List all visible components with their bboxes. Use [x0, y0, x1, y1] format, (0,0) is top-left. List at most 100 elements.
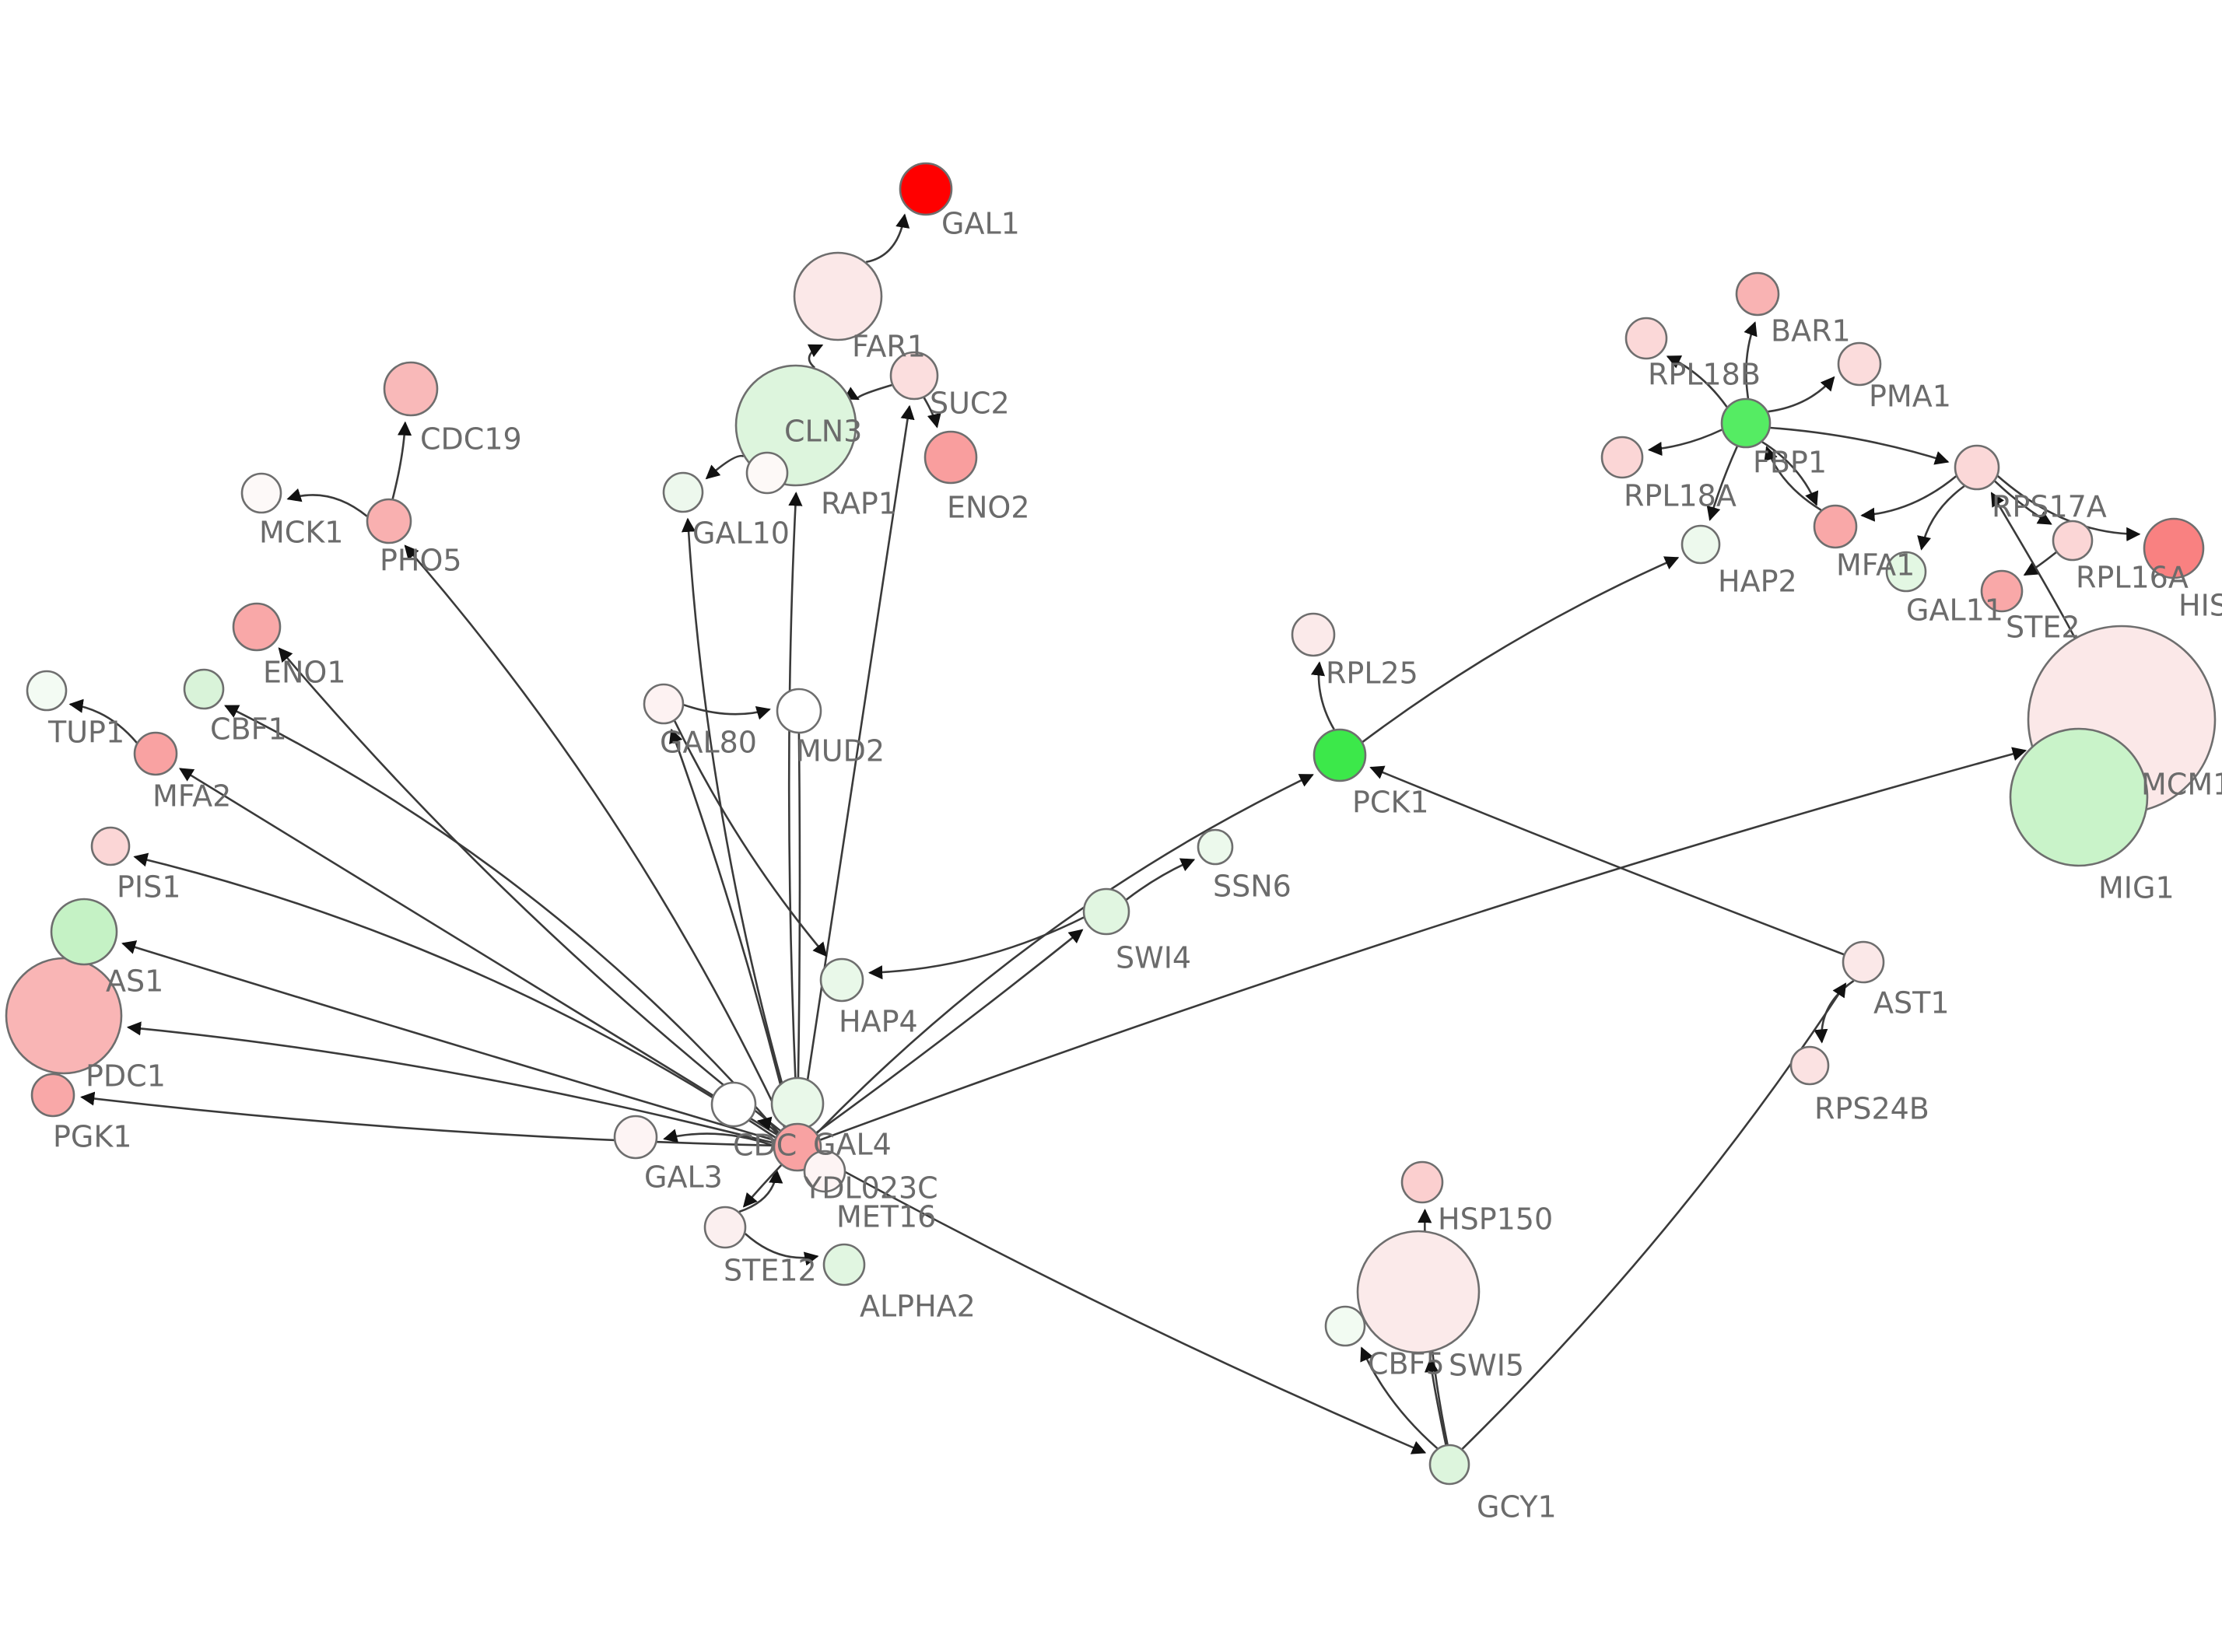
node-ssn6[interactable] — [1197, 828, 1234, 866]
node-label-his4: HIS4 — [2178, 589, 2222, 623]
edge-gal4-to-gal80 — [669, 728, 792, 1125]
edge-pho5-to-mck1 — [286, 488, 368, 517]
node-label-cln3: CLN3 — [784, 415, 862, 449]
node-label-alpha2: ALPHA2 — [860, 1290, 976, 1324]
node-gal11[interactable] — [1885, 551, 1927, 593]
node-pgk1[interactable] — [30, 1073, 75, 1118]
node-cbf1[interactable] — [183, 668, 225, 710]
node-label-pho5: PHO5 — [380, 544, 462, 578]
node-label-gas1: AS1 — [106, 964, 163, 999]
edge-gal4-to-cln3 — [787, 492, 803, 1124]
node-rpl18b[interactable] — [1624, 317, 1668, 360]
node-mig1[interactable] — [2009, 727, 2149, 867]
node-rps24b[interactable] — [1789, 1045, 1830, 1086]
node-label-rpl16a: RPL16A — [2076, 561, 2189, 595]
node-his4[interactable] — [2143, 517, 2205, 579]
edge-gcy1-to-cbf5 — [1360, 1346, 1439, 1450]
node-label-hap4: HAP4 — [839, 1005, 918, 1039]
edge-gal4-to-swi4 — [815, 929, 1084, 1134]
node-pma1[interactable] — [1837, 341, 1882, 387]
node-swi5[interactable] — [1356, 1230, 1481, 1354]
node-label-tup1: TUP1 — [47, 716, 124, 750]
edge-gal4-to-mcm1 — [820, 747, 2027, 1141]
node-gal3[interactable] — [613, 1115, 658, 1160]
node-label-rpl25: RPL25 — [1326, 656, 1418, 691]
node-gal10[interactable] — [662, 471, 704, 513]
node-eno1[interactable] — [232, 602, 282, 652]
node-rpl16a[interactable] — [2052, 520, 2094, 562]
node-alpha2[interactable] — [822, 1243, 866, 1286]
node-cdc[interactable] — [710, 1081, 757, 1128]
node-label-bar1: BAR1 — [1771, 314, 1851, 348]
node-pho5[interactable] — [366, 498, 412, 544]
node-suc2[interactable] — [889, 351, 939, 401]
node-hsp150[interactable] — [1400, 1160, 1444, 1204]
edge-rps17a-to-his4 — [1996, 475, 2141, 541]
node-far1[interactable] — [793, 251, 883, 341]
node-swi4[interactable] — [1082, 887, 1130, 936]
node-mfa1[interactable] — [1813, 504, 1858, 549]
node-gal80[interactable] — [643, 683, 685, 725]
node-pis1[interactable] — [90, 826, 131, 866]
node-label-swi5: SWI5 — [1449, 1349, 1524, 1383]
node-label-mck1: MCK1 — [259, 516, 343, 550]
edge-rpl16a-to-ste2 — [2023, 551, 2057, 576]
edge-ste12-to-gal4 — [738, 1168, 783, 1213]
node-gcy1[interactable] — [1428, 1444, 1470, 1486]
node-mck1[interactable] — [240, 472, 282, 514]
edge-gcy1-to-swi5 — [1424, 1357, 1447, 1445]
node-label-fbp1: FBP1 — [1753, 446, 1827, 480]
node-eno2[interactable] — [923, 430, 978, 485]
node-tup1[interactable] — [26, 670, 68, 712]
node-label-ste12: STE12 — [724, 1254, 817, 1288]
node-label-rps17a: RPS17A — [1992, 490, 2107, 524]
node-rpl25[interactable] — [1291, 612, 1336, 657]
node-pdc1[interactable] — [5, 957, 123, 1075]
edge-mud2-to-gal4 — [790, 733, 805, 1118]
node-label-rap1: RAP1 — [821, 487, 897, 521]
edge-gal4-to-pdc1 — [126, 1021, 774, 1144]
node-label-mfa1: MFA1 — [1836, 548, 1915, 583]
node-bar1[interactable] — [1735, 271, 1780, 317]
node-ste12[interactable] — [703, 1206, 747, 1249]
node-hap2[interactable] — [1681, 524, 1721, 565]
node-gal1[interactable] — [899, 162, 953, 216]
node-label-gal10: GAL10 — [692, 516, 790, 551]
node-fbp1[interactable] — [1720, 397, 1772, 449]
node-hap4[interactable] — [819, 957, 864, 1003]
node-mfa2[interactable] — [133, 731, 178, 776]
node-ast1[interactable] — [1842, 940, 1885, 984]
edge-pho5-to-cdc19 — [391, 421, 412, 499]
node-pck1[interactable] — [1313, 728, 1367, 782]
edge-gal4-to-mfa2 — [178, 768, 778, 1136]
node-rap1[interactable] — [745, 451, 789, 495]
edge-fbp1-to-bar1 — [1744, 321, 1758, 399]
node-cbf5[interactable] — [1324, 1305, 1366, 1347]
node-label-ast1: AST1 — [1873, 986, 1950, 1020]
edge-far1-to-gal1 — [865, 213, 910, 264]
node-gas1[interactable] — [50, 898, 118, 966]
node-rpl18a[interactable] — [1600, 436, 1644, 479]
node-label-met16: MET16 — [836, 1200, 936, 1234]
edge-cln3-to-gal10 — [705, 454, 745, 480]
node-label-gal3: GAL3 — [644, 1160, 723, 1195]
edge-suc2-to-cln3 — [843, 383, 892, 401]
edge-gal4-to-pis1 — [133, 852, 776, 1139]
edge-fbp1-to-rps17a — [1770, 426, 1950, 465]
node-ste2[interactable] — [1980, 569, 2024, 613]
node-mud2[interactable] — [776, 688, 822, 734]
node-rps17a[interactable] — [1954, 444, 2000, 491]
node-label-cbf5: CBF5 — [1368, 1347, 1445, 1381]
edge-fbp1-to-rpl18a — [1647, 429, 1723, 457]
node-label-gal1: GAL1 — [941, 207, 1020, 241]
edge-gal4-to-gal10 — [681, 517, 794, 1124]
edge-gal4-to-ste12 — [742, 1164, 783, 1208]
node-cdc19[interactable] — [383, 361, 439, 417]
edge-pck1-to-hap2 — [1362, 556, 1680, 743]
node-met16[interactable] — [770, 1076, 825, 1131]
node-label-ssn6: SSN6 — [1213, 870, 1291, 904]
node-ydl023c[interactable] — [803, 1150, 846, 1193]
node-label-eno1: ENO1 — [263, 656, 346, 690]
edge-gal4-to-suc2 — [800, 404, 915, 1124]
